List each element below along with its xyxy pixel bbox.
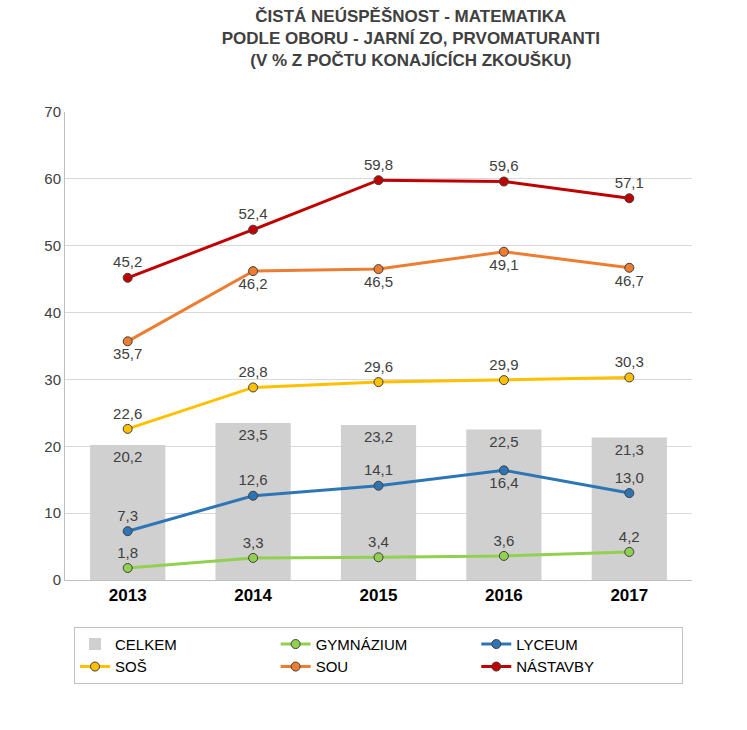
svg-text:SOU: SOU bbox=[316, 658, 349, 675]
svg-text:2015: 2015 bbox=[360, 586, 398, 605]
svg-text:GYMNÁZIUM: GYMNÁZIUM bbox=[316, 636, 408, 653]
svg-text:23,2: 23,2 bbox=[364, 428, 393, 445]
svg-text:46,5: 46,5 bbox=[364, 273, 393, 290]
svg-text:NÁSTAVBY: NÁSTAVBY bbox=[516, 658, 594, 675]
svg-text:14,1: 14,1 bbox=[364, 461, 393, 478]
svg-text:70: 70 bbox=[44, 103, 61, 120]
svg-text:60: 60 bbox=[44, 170, 61, 187]
svg-text:21,3: 21,3 bbox=[615, 441, 644, 458]
svg-text:52,4: 52,4 bbox=[238, 205, 267, 222]
svg-text:59,6: 59,6 bbox=[489, 157, 518, 174]
svg-text:50: 50 bbox=[44, 237, 61, 254]
svg-text:LYCEUM: LYCEUM bbox=[516, 636, 577, 653]
svg-text:2013: 2013 bbox=[109, 586, 147, 605]
svg-text:3,4: 3,4 bbox=[368, 533, 389, 550]
svg-text:45,2: 45,2 bbox=[113, 253, 142, 270]
svg-text:1,8: 1,8 bbox=[117, 544, 138, 561]
svg-text:40: 40 bbox=[44, 304, 61, 321]
svg-text:16,4: 16,4 bbox=[489, 474, 518, 491]
svg-text:49,1: 49,1 bbox=[489, 256, 518, 273]
svg-text:30: 30 bbox=[44, 371, 61, 388]
svg-text:12,6: 12,6 bbox=[238, 471, 267, 488]
svg-text:30,3: 30,3 bbox=[615, 353, 644, 370]
svg-text:0: 0 bbox=[53, 571, 61, 588]
svg-text:CELKEM: CELKEM bbox=[115, 636, 177, 653]
svg-text:57,1: 57,1 bbox=[615, 174, 644, 191]
svg-text:46,2: 46,2 bbox=[238, 275, 267, 292]
svg-text:22,5: 22,5 bbox=[489, 433, 518, 450]
svg-text:29,9: 29,9 bbox=[489, 356, 518, 373]
svg-text:20,2: 20,2 bbox=[113, 448, 142, 465]
svg-text:46,7: 46,7 bbox=[615, 272, 644, 289]
svg-text:20: 20 bbox=[44, 438, 61, 455]
svg-text:SOŠ: SOŠ bbox=[115, 658, 147, 675]
svg-text:ČISTÁ NEÚSPĚŠNOST - MATEMATIKA: ČISTÁ NEÚSPĚŠNOST - MATEMATIKAPODLE OBOR… bbox=[222, 7, 600, 70]
svg-text:29,6: 29,6 bbox=[364, 358, 393, 375]
svg-text:10: 10 bbox=[44, 504, 61, 521]
svg-text:3,6: 3,6 bbox=[493, 532, 514, 549]
svg-text:28,8: 28,8 bbox=[238, 363, 267, 380]
svg-text:3,3: 3,3 bbox=[243, 534, 264, 551]
svg-text:35,7: 35,7 bbox=[113, 345, 142, 362]
svg-text:22,6: 22,6 bbox=[113, 405, 142, 422]
svg-text:2017: 2017 bbox=[610, 586, 648, 605]
svg-text:2016: 2016 bbox=[485, 586, 523, 605]
svg-text:2014: 2014 bbox=[234, 586, 272, 605]
svg-text:7,3: 7,3 bbox=[117, 507, 138, 524]
svg-text:13,0: 13,0 bbox=[615, 469, 644, 486]
svg-text:59,8: 59,8 bbox=[364, 156, 393, 173]
svg-text:23,5: 23,5 bbox=[238, 426, 267, 443]
svg-text:4,2: 4,2 bbox=[619, 528, 640, 545]
